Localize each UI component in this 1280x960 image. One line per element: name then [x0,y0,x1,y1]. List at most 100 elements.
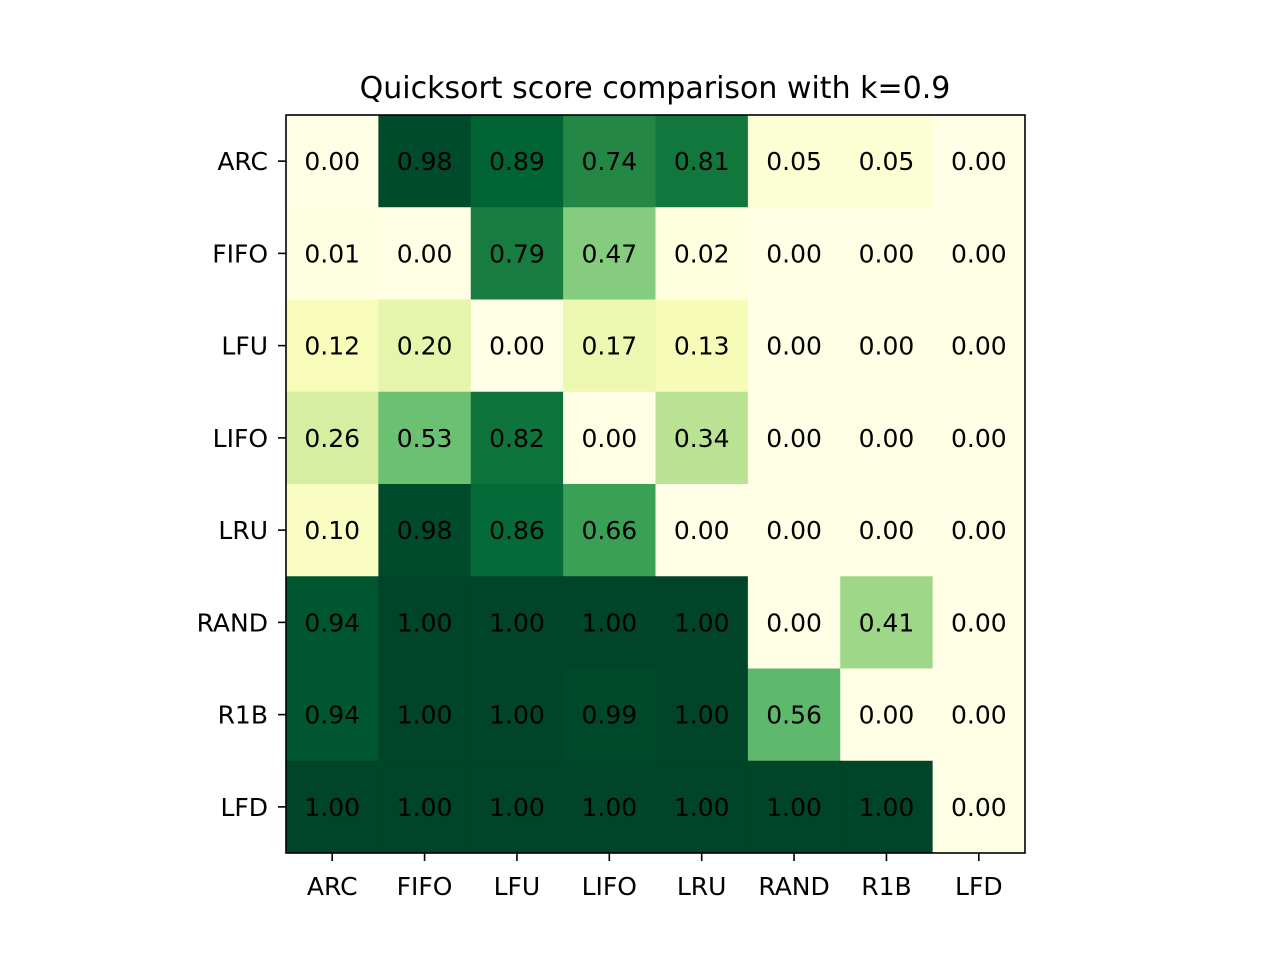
heatmap-cell-label: 0.00 [951,332,1007,361]
y-tick-label: LFU [221,332,268,361]
heatmap-cell-label: 0.00 [951,701,1007,730]
heatmap-cell-label: 0.53 [397,424,453,453]
x-tick-label: LRU [677,872,727,901]
heatmap-cell-label: 0.00 [859,239,915,268]
heatmap-cell [378,207,472,300]
heatmap-cell-label: 0.01 [304,239,360,268]
heatmap-cell-label: 0.00 [489,332,545,361]
heatmap-cell-label: 0.34 [674,424,730,453]
heatmap-cell [563,760,656,854]
x-tick-label: LFD [955,872,1003,901]
y-tick-label: LFD [220,793,268,822]
heatmap-cell-label: 0.94 [304,701,360,730]
heatmap-cell [286,207,379,300]
heatmap-cell-label: 1.00 [859,793,915,822]
heatmap-cell-label: 1.00 [397,793,453,822]
heatmap-cell [840,668,934,762]
heatmap-cell-label: 0.56 [766,701,822,730]
heatmap-cell [655,391,749,485]
plot-frame [285,114,1026,854]
heatmap-cell [286,760,379,854]
heatmap-cell-labels: 0.00 0.98 0.89 0.74 0.81 0.05 0.05 0.00 0.01 0.00… [304,147,1006,822]
heatmap-cell [747,207,841,300]
heatmap-cell-label: 1.00 [674,793,730,822]
heatmap-cell [470,299,564,393]
heatmap-cell [932,207,1026,300]
heatmap-cell [840,576,934,669]
heatmap-cell [655,115,749,208]
heatmap-cell [932,115,1026,208]
heatmap-cell [747,760,841,854]
heatmap-cell-label: 0.00 [951,793,1007,822]
heatmap-cell-label: 0.12 [304,332,360,361]
heatmap-cell [932,391,1026,485]
heatmap-cell [747,115,841,208]
heatmap-cell-label: 0.66 [581,516,637,545]
y-tick-label: ARC [217,147,268,176]
heatmap-cell-label: 1.00 [304,793,360,822]
heatmap-cell-label: 0.17 [581,332,637,361]
heatmap-cell-label: 0.00 [951,147,1007,176]
heatmap-cell-label: 0.41 [859,608,915,637]
heatmap-cell [286,391,379,485]
heatmap-cell-label: 0.10 [304,516,360,545]
heatmap-cell [655,207,749,300]
heatmap-cell [378,484,472,577]
heatmap-cell-label: 0.47 [581,239,637,268]
heatmap-cell [655,668,749,762]
heatmap-cell [932,760,1026,854]
heatmap-cell [840,760,934,854]
x-tick-label: LIFO [582,872,637,901]
heatmap-cell-label: 0.98 [397,147,453,176]
x-tick-label: ARC [307,872,358,901]
heatmap-cell-label: 1.00 [581,608,637,637]
heatmap-axes: ARC FIFO LFU LIFO LRU RAND R1B LFD ARC FIFO LFU LIF… [197,114,1026,901]
heatmap-cell [470,668,564,762]
heatmap-cell-label: 0.94 [304,608,360,637]
heatmap-cell-label: 0.00 [951,516,1007,545]
heatmap-cell [655,576,749,669]
heatmap-cell [840,115,934,208]
heatmap-cell-label: 0.82 [489,424,545,453]
heatmap-cell-label: 0.74 [581,147,637,176]
heatmap-cell [563,668,656,762]
heatmap-cell-label: 1.00 [397,608,453,637]
heatmap-cell-label: 0.20 [397,332,453,361]
heatmap-cell-label: 0.13 [674,332,730,361]
heatmap-cell-label: 0.79 [489,239,545,268]
heatmap-cell [932,299,1026,393]
heatmap-cell [563,299,656,393]
heatmap-cell [286,484,379,577]
heatmap-cell-label: 1.00 [489,793,545,822]
y-tick-label: LIFO [213,424,268,453]
heatmap-cell [470,484,564,577]
heatmap-cell-label: 0.00 [766,516,822,545]
y-tick-label: RAND [197,608,268,637]
heatmap-cell-label: 0.81 [674,147,730,176]
heatmap-cell-label: 0.00 [674,516,730,545]
heatmap-cell [378,115,472,208]
heatmap-cell [563,115,656,208]
heatmap-cell [563,484,656,577]
heatmap-cell [932,668,1026,762]
heatmap-cell [286,576,379,669]
heatmap-cell [470,760,564,854]
heatmap-cell [470,207,564,300]
heatmap-cell [286,115,379,208]
heatmap-cell-label: 0.00 [859,332,915,361]
heatmap-cell [378,299,472,393]
heatmap-cell-label: 0.02 [674,239,730,268]
x-tick-label: R1B [861,872,911,901]
heatmap-cell-label: 0.00 [766,239,822,268]
heatmap-cell-label: 0.00 [766,332,822,361]
heatmap-cell [563,576,656,669]
chart-title: Quicksort score comparison with k=0.9 [360,71,951,106]
x-tick-label: LFU [494,872,541,901]
heatmap-cell-label: 0.26 [304,424,360,453]
heatmap-cell [747,484,841,577]
heatmap-cell-label: 0.00 [951,424,1007,453]
heatmap-cell-label: 0.89 [489,147,545,176]
heatmap-cell-label: 0.00 [397,239,453,268]
heatmap-cell [470,576,564,669]
heatmap-cell [378,391,472,485]
